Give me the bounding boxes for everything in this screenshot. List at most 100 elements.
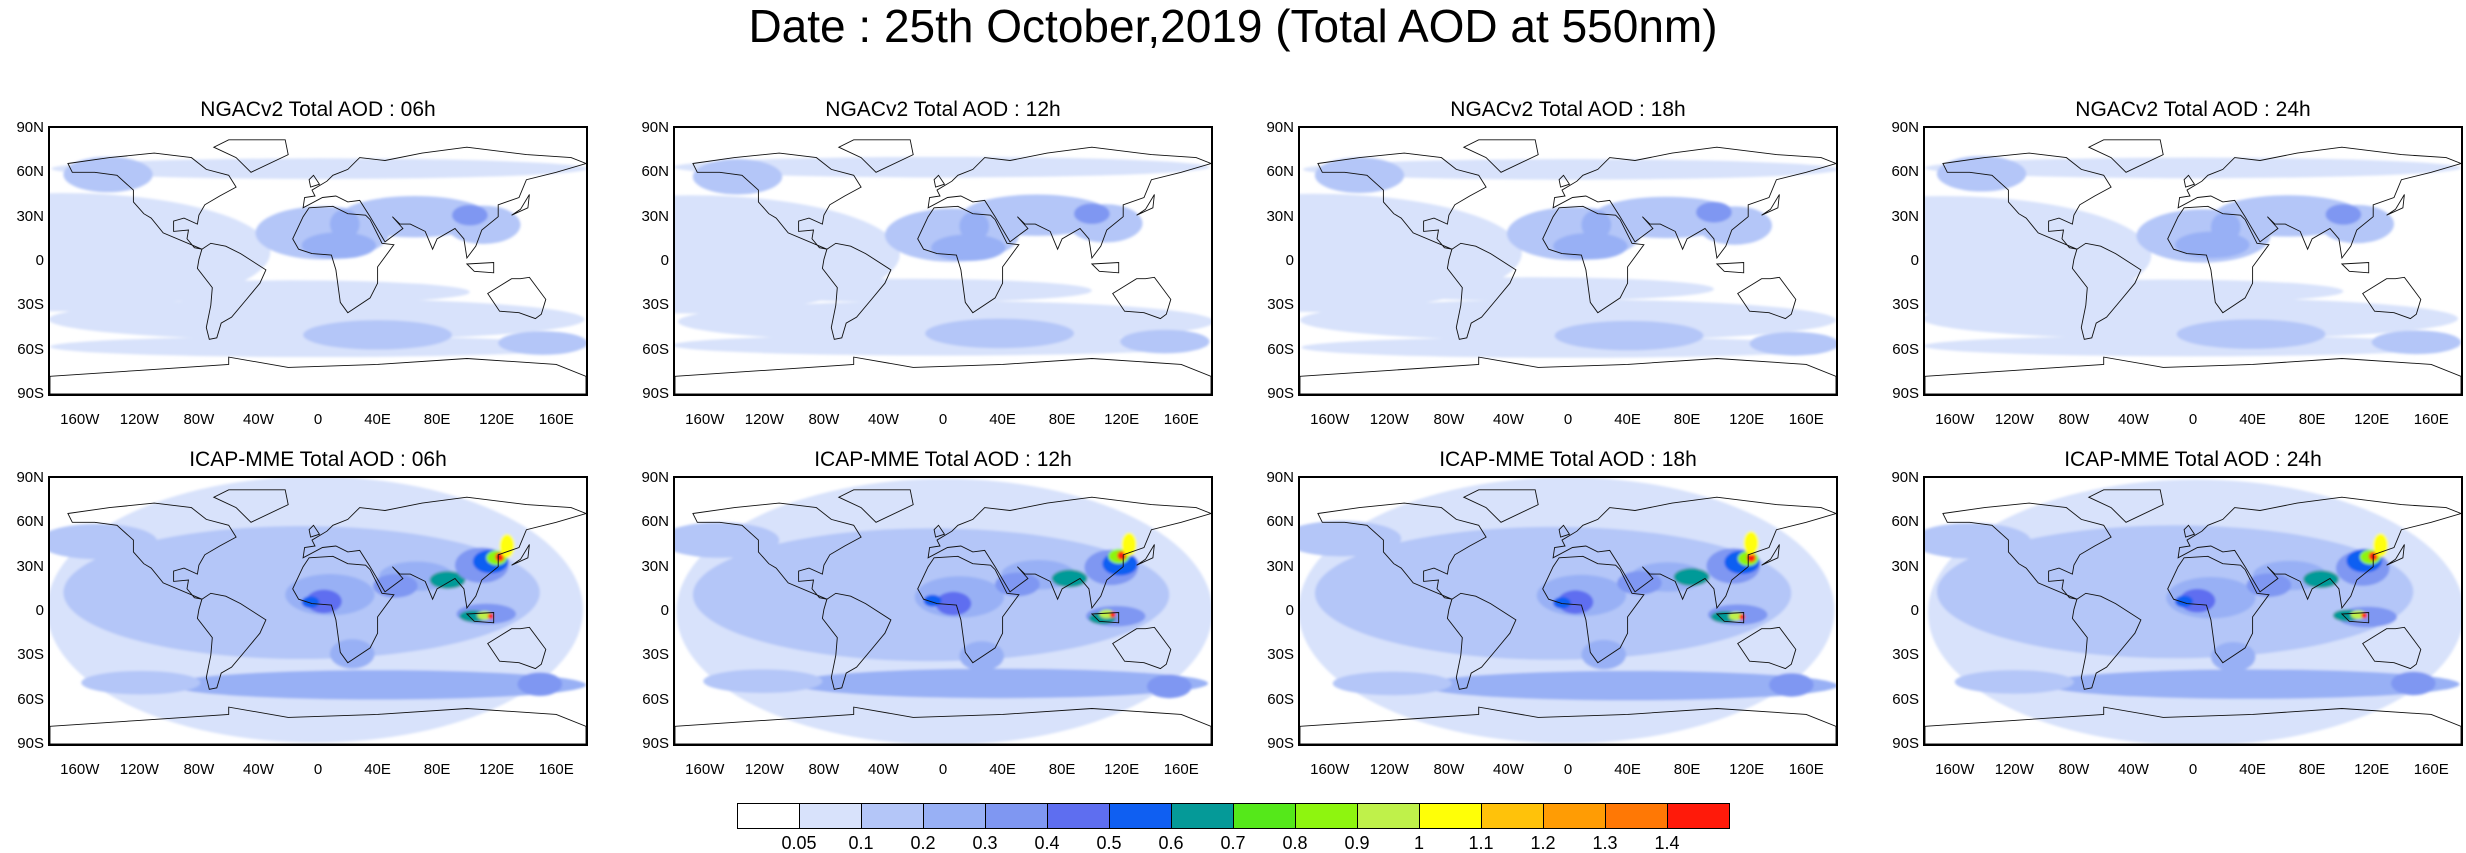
aod-contour-region: [923, 594, 942, 607]
coastline: [1542, 205, 1645, 314]
longitude-label: 80W: [2058, 411, 2090, 428]
aod-contour-region: [692, 159, 783, 195]
longitude-label: 160W: [685, 761, 725, 778]
colorbar-label: 0.7: [1220, 833, 1246, 853]
longitude-label: 0: [938, 761, 948, 778]
latitude-label: 90N: [1891, 119, 1919, 136]
aod-contour-region: [1743, 531, 1759, 555]
longitude-label: 160E: [538, 761, 574, 778]
aod-map: [1298, 126, 1838, 396]
aod-contour-region: [50, 298, 585, 341]
coastline: [1558, 524, 1571, 538]
coastline: [2362, 626, 2422, 670]
longitude-label: 160E: [1788, 761, 1824, 778]
coastline: [917, 205, 1020, 314]
latitude-label: 0: [35, 602, 44, 619]
longitude-label: 40W: [1493, 761, 1524, 778]
aod-contour-region: [303, 320, 452, 350]
coastline: [212, 489, 289, 523]
aod-contour-region: [1120, 329, 1210, 354]
panel-title: NGACv2 Total AOD : 18h: [1450, 98, 1686, 121]
latitude-label: 0: [660, 252, 669, 269]
colorbar-swatch: [1481, 803, 1544, 829]
colorbar-swatch: [1295, 803, 1358, 829]
longitude-label: 120E: [479, 761, 515, 778]
coastline: [1761, 544, 1780, 566]
colorbar-label: 1.2: [1530, 833, 1556, 853]
map-panel: ICAP-MME Total AOD : 24h 90N 60N 30N 0 30S 60S…: [1891, 448, 2463, 826]
latitude-label: 0: [1285, 252, 1294, 269]
aod-contour-region: [935, 591, 972, 616]
aod-contour-region: [2371, 330, 2461, 355]
aod-map: [673, 476, 1213, 746]
aod-contour-region: [703, 669, 823, 694]
longitude-label: 40E: [364, 761, 391, 778]
aod-contour-region: [1553, 232, 1628, 260]
aod-field: [1300, 478, 1836, 744]
latitude-label: 90S: [1892, 385, 1919, 402]
coastline: [2362, 276, 2422, 320]
latitude-label: 90N: [16, 119, 44, 136]
latitude-label: 60N: [641, 513, 669, 531]
aod-contour-region: [995, 572, 1040, 597]
coastline: [67, 152, 237, 250]
aod-contour-region: [1303, 159, 1836, 180]
longitude-label: 40W: [1493, 411, 1524, 428]
longitude-label: 120E: [1104, 761, 1140, 778]
coastline: [2071, 592, 2142, 690]
latitude-label: 60S: [642, 690, 669, 708]
coastline: [2177, 146, 2461, 260]
coastline: [2167, 555, 2270, 664]
aod-contour-region: [959, 211, 990, 242]
map-panel: NGACv2 Total AOD : 12h 90N 60N 30N 0 30S 60S 90…: [641, 98, 1213, 476]
aod-contour-region: [1332, 671, 1452, 696]
coastline: [292, 555, 395, 664]
coastline: [1462, 489, 1539, 523]
aod-contour-region: [675, 522, 780, 558]
latitude-label: 30N: [16, 207, 44, 225]
longitude-label: 40W: [868, 761, 899, 778]
coastline: [2183, 524, 2196, 538]
aod-contour-region: [51, 158, 586, 179]
aod-contour-region: [306, 589, 342, 614]
aod-contour-region: [1925, 297, 2458, 340]
aod-field: [675, 128, 1211, 394]
latitude-label: 30N: [1266, 557, 1294, 575]
colorbar-label: 0.6: [1158, 833, 1184, 853]
latitude-label: 60N: [1891, 163, 1919, 181]
longitude-label: 40E: [989, 761, 1016, 778]
aod-contour-region: [1146, 674, 1192, 699]
aod-contour-region: [2391, 671, 2436, 696]
longitude-label: 40E: [364, 411, 391, 428]
longitude-label: 160W: [1935, 411, 1975, 428]
aod-field: [50, 478, 586, 744]
aod-contour-region: [498, 331, 586, 355]
aod-contour-region: [1420, 670, 1836, 701]
longitude-label: 80E: [423, 411, 451, 428]
colorbar-label: 0.5: [1096, 833, 1122, 853]
longitude-label: 160W: [60, 411, 100, 428]
panel-title: ICAP-MME Total AOD : 24h: [2064, 448, 2322, 471]
aod-contour-region: [675, 156, 1210, 178]
latitude-label: 60S: [642, 340, 669, 358]
aod-contour-region: [1314, 157, 1405, 194]
longitude-label: 120W: [1994, 411, 2034, 428]
coastline: [2183, 174, 2196, 188]
aod-contour-region: [1617, 571, 1662, 595]
aod-contour-region: [517, 672, 563, 696]
latitude-label: 90S: [642, 385, 669, 402]
latitude-label: 60S: [1267, 340, 1294, 358]
aod-contour-region: [329, 639, 375, 669]
coastline: [675, 356, 1211, 394]
aod-contour-region: [495, 552, 505, 562]
coastline: [917, 555, 1020, 664]
longitude-label: 40W: [2118, 761, 2149, 778]
coastline: [465, 612, 495, 624]
coastline: [692, 502, 862, 600]
longitude-label: 40E: [1614, 761, 1641, 778]
aod-contour-region: [1673, 568, 1710, 586]
latitude-label: 30N: [641, 557, 669, 575]
coastline: [2340, 612, 2370, 624]
coastline: [308, 174, 321, 188]
aod-contour-region: [50, 336, 586, 358]
